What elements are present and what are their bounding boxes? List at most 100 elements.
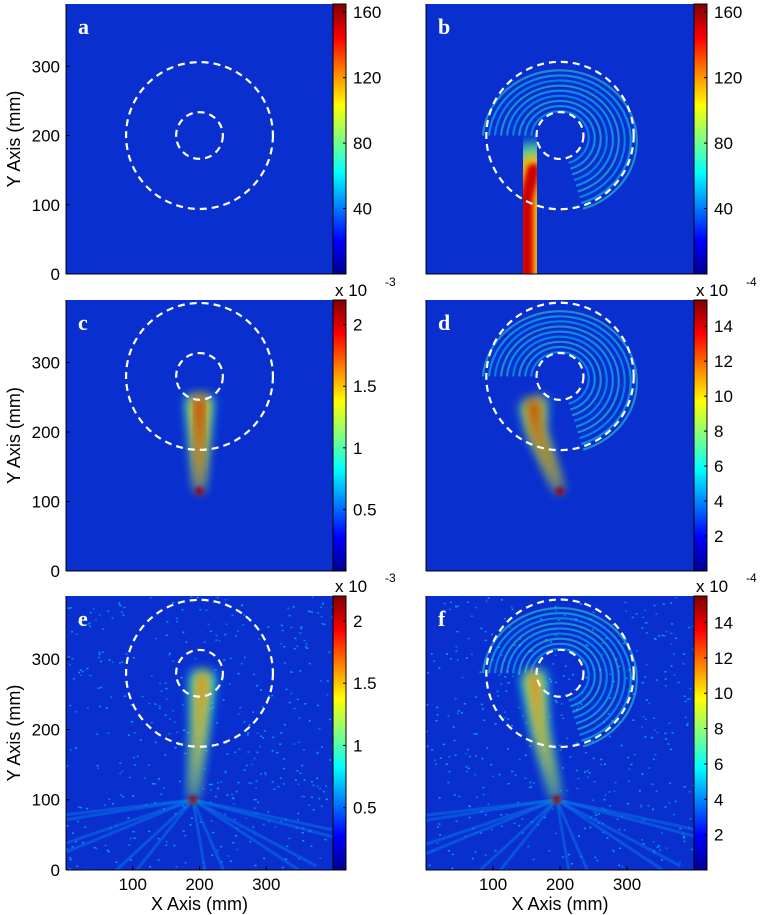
speckle xyxy=(457,710,460,712)
speckle xyxy=(521,818,524,820)
speckle xyxy=(480,703,483,706)
speckle xyxy=(308,720,311,722)
speckle xyxy=(540,648,543,651)
swirl-pattern xyxy=(481,69,638,210)
speckle xyxy=(234,835,237,837)
speckle xyxy=(80,806,82,809)
speckle xyxy=(670,665,673,667)
speckle xyxy=(511,675,514,678)
speckle xyxy=(575,742,578,744)
speckle xyxy=(436,706,439,709)
speckle xyxy=(612,850,615,853)
speckle xyxy=(530,786,533,788)
speckle xyxy=(664,732,667,735)
swirl-arc xyxy=(499,622,620,731)
speckle xyxy=(592,628,594,631)
speckle xyxy=(484,854,487,856)
speckle xyxy=(529,745,532,747)
speckle xyxy=(165,841,168,843)
speckle xyxy=(576,708,579,711)
speckle xyxy=(532,858,535,861)
speckle xyxy=(602,831,605,834)
speckle xyxy=(564,665,567,667)
speckle xyxy=(216,722,219,724)
speckle xyxy=(245,764,248,767)
speckle xyxy=(164,714,167,716)
speckle xyxy=(449,658,452,660)
y-tick-label: 200 xyxy=(32,423,60,442)
speckle xyxy=(577,777,580,780)
speckle xyxy=(555,609,558,612)
speckle xyxy=(652,758,655,761)
speckle xyxy=(110,696,113,698)
speckle xyxy=(686,698,689,700)
speckle xyxy=(319,857,322,860)
speckle xyxy=(467,767,470,770)
speckle xyxy=(625,677,628,680)
speckle xyxy=(603,798,606,801)
speckle xyxy=(645,699,648,701)
speckle xyxy=(254,864,257,867)
speckle xyxy=(267,626,270,628)
speckle xyxy=(316,752,319,754)
speckle xyxy=(224,633,227,636)
speckle xyxy=(71,846,74,848)
speckle xyxy=(431,850,434,852)
plot-area xyxy=(481,69,638,274)
y-axis-label: Y Axis (mm) xyxy=(4,91,24,188)
speckle xyxy=(592,757,595,760)
speckle xyxy=(69,868,72,870)
speckle xyxy=(525,722,528,724)
colorbar-tick-label: 4 xyxy=(714,492,723,511)
speckle xyxy=(460,712,463,714)
speckle xyxy=(689,687,692,690)
speckle xyxy=(692,784,694,787)
speckle xyxy=(222,699,225,701)
speckle xyxy=(682,663,685,665)
fan-line xyxy=(66,798,194,854)
speckle xyxy=(256,732,259,734)
speckle xyxy=(164,754,167,756)
speckle xyxy=(562,675,565,677)
speckle xyxy=(68,664,71,666)
fan-line xyxy=(192,798,333,832)
speckle xyxy=(655,613,658,615)
speckle xyxy=(602,730,605,732)
speckle xyxy=(545,639,548,641)
speckle xyxy=(601,807,604,809)
speckle xyxy=(306,647,309,649)
speckle xyxy=(507,682,510,684)
speckle xyxy=(604,763,606,765)
speckle xyxy=(173,721,176,723)
speckle xyxy=(674,800,677,803)
speckle xyxy=(94,619,97,621)
speckle xyxy=(249,841,252,843)
speckle xyxy=(231,614,234,616)
speckle xyxy=(118,662,121,664)
speckle xyxy=(150,675,153,677)
speckle xyxy=(316,751,319,754)
colorbar xyxy=(332,3,347,275)
speckle xyxy=(497,695,500,697)
colorbar xyxy=(693,595,708,871)
speckle xyxy=(212,831,215,834)
swirl-arc xyxy=(530,350,590,405)
speckle xyxy=(541,761,544,763)
speckle xyxy=(263,730,266,732)
speckle xyxy=(500,599,503,601)
speckle xyxy=(271,781,274,783)
speckle xyxy=(69,749,72,751)
speckle xyxy=(628,669,631,671)
speckle xyxy=(670,602,673,604)
speckle xyxy=(189,824,192,826)
speckle xyxy=(95,847,98,850)
speckle xyxy=(318,787,321,790)
speckle xyxy=(491,775,494,778)
speckle xyxy=(66,848,68,850)
speckle xyxy=(494,723,497,725)
beam-source xyxy=(195,487,204,496)
speckle xyxy=(594,818,597,821)
speckle xyxy=(154,783,157,785)
speckle xyxy=(445,763,448,765)
speckle xyxy=(550,680,553,683)
